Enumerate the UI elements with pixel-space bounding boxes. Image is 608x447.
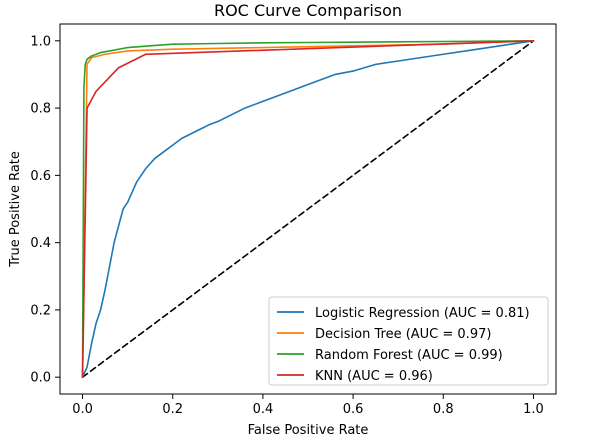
y-tick-label: 0.2	[30, 303, 51, 318]
y-tick-label: 0.0	[30, 371, 51, 386]
y-tick-label: 1.0	[30, 34, 51, 49]
x-axis: 0.0 0.2 0.4 0.6 0.8 1.0	[72, 394, 544, 417]
x-axis-title: False Positive Rate	[248, 423, 369, 438]
chance-diagonal-line	[81, 40, 535, 378]
x-tick-label: 1.0	[523, 402, 544, 417]
axes-frame	[59, 23, 557, 395]
plot-area: 0.0 0.2 0.4 0.6 0.8 1.0 0.0 0.2 0.4 0.6 0.8 1.0	[30, 23, 557, 417]
x-tick-label: 0.4	[253, 402, 274, 417]
y-axis: 0.0 0.2 0.4 0.6 0.8 1.0	[30, 34, 60, 386]
legend-label: Random Forest (AUC = 0.99)	[315, 348, 503, 363]
chart-title: ROC Curve Comparison	[214, 1, 402, 20]
y-tick-label: 0.4	[30, 236, 51, 251]
x-tick-label: 0.6	[343, 402, 364, 417]
legend-box	[268, 296, 549, 386]
legend: Logistic Regression (AUC = 0.81) Decision…	[268, 296, 549, 386]
x-tick-label: 0.0	[72, 402, 93, 417]
y-tick-label: 0.8	[30, 102, 51, 117]
y-axis-title: True Positive Rate	[8, 151, 23, 268]
y-tick-label: 0.6	[30, 169, 51, 184]
x-tick-label: 0.8	[433, 402, 454, 417]
x-tick-label: 0.2	[162, 402, 183, 417]
series-line-0	[81, 40, 535, 378]
legend-label: Decision Tree (AUC = 0.97)	[315, 327, 491, 342]
legend-label: Logistic Regression (AUC = 0.81)	[315, 306, 530, 321]
series-line-3	[81, 40, 535, 378]
series-layer	[81, 40, 535, 378]
legend-label: KNN (AUC = 0.96)	[315, 369, 433, 384]
series-line-2	[81, 40, 535, 378]
